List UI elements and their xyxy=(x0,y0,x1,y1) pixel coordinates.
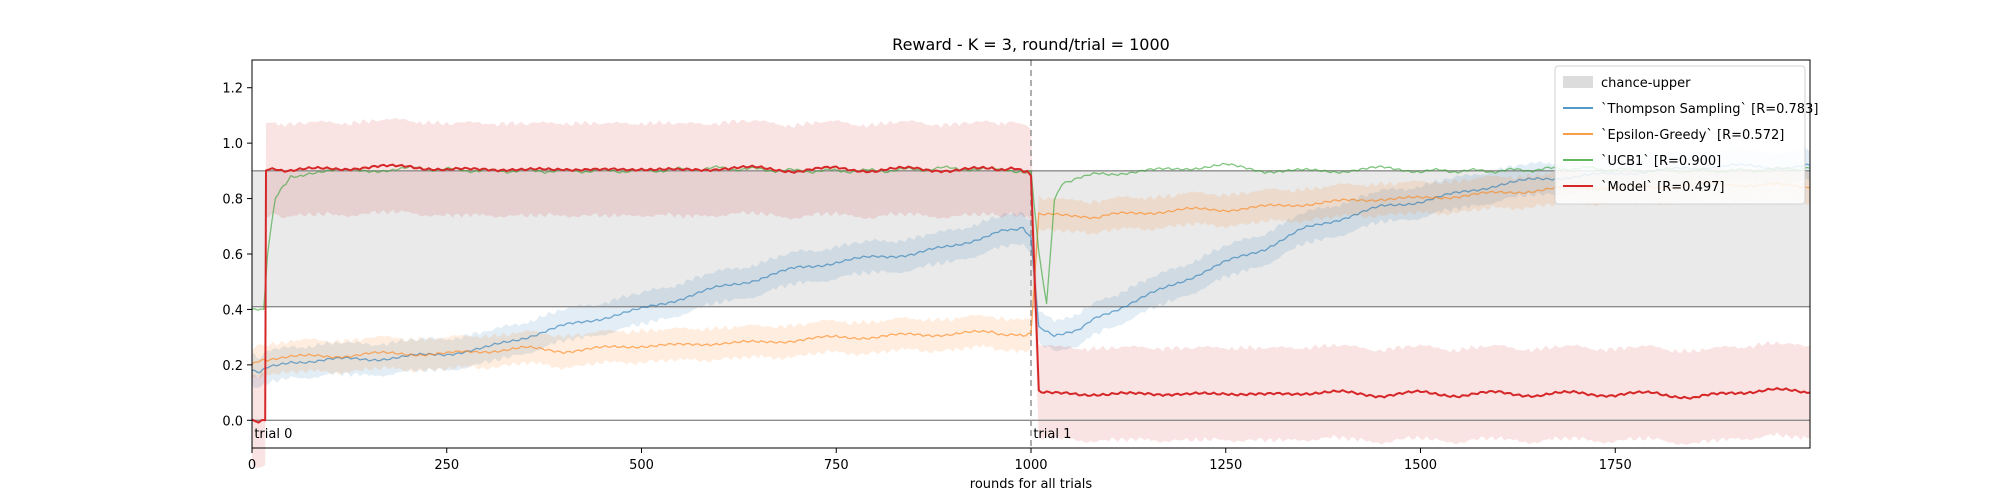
x-tick-label-3: 750 xyxy=(824,458,849,473)
annotations: trial 0 trial 1 xyxy=(254,427,1071,442)
legend-label-4: `Model` [R=0.497] xyxy=(1601,180,1724,195)
legend-label-2: `Epsilon-Greedy` [R=0.572] xyxy=(1601,128,1784,143)
y-tick-label-6: 1.2 xyxy=(222,82,243,97)
chart-title: Reward - K = 3, round/trial = 1000 xyxy=(892,35,1170,54)
legend-label-3: `UCB1` [R=0.900] xyxy=(1601,154,1721,169)
x-tick-label-2: 500 xyxy=(629,458,654,473)
series-band-0 xyxy=(252,147,1810,388)
x-tick-label-1: 250 xyxy=(434,458,459,473)
series-line-2 xyxy=(251,162,1811,311)
y-tick-label-0: 0.0 xyxy=(222,414,243,429)
x-tick-label-5: 1250 xyxy=(1209,458,1242,473)
x-tick-label-0: 0 xyxy=(248,458,256,473)
series-lines xyxy=(251,162,1811,424)
y-tick-label-1: 0.2 xyxy=(222,359,243,374)
annotation-1: trial 1 xyxy=(1033,427,1071,442)
legend-label-1: `Thompson Sampling` [R=0.783] xyxy=(1601,102,1818,117)
series-line-0 xyxy=(251,162,1811,374)
series-line-1 xyxy=(251,181,1810,366)
annotation-0: trial 0 xyxy=(254,427,292,442)
y-tick-label-5: 1.0 xyxy=(222,137,243,152)
x-tick-label-7: 1750 xyxy=(1599,458,1632,473)
y-tick-label-3: 0.6 xyxy=(222,248,243,263)
legend: chance-upper `Thompson Sampling` [R=0.783… xyxy=(1554,65,1818,205)
y-tick-label-2: 0.4 xyxy=(222,303,243,318)
x-axis-label: rounds for all trials xyxy=(970,477,1093,492)
legend-swatch-0 xyxy=(1563,76,1593,88)
legend-label-0: chance-upper xyxy=(1601,76,1691,91)
plot-area: trial 0 trial 1 xyxy=(251,60,1811,468)
y-tick-label-4: 0.8 xyxy=(222,193,243,208)
x-tick-label-4: 1000 xyxy=(1014,458,1047,473)
x-axis: 0 250 500 750 1000 1250 1500 1750 xyxy=(248,448,1632,473)
x-tick-label-6: 1500 xyxy=(1404,458,1437,473)
y-axis: 0.0 0.2 0.4 0.6 0.8 1.0 1.2 xyxy=(222,82,252,429)
series-band-3 xyxy=(252,118,1810,468)
series-line-3 xyxy=(251,163,1811,424)
reference-lines xyxy=(252,60,1810,448)
legend-box xyxy=(1554,65,1806,205)
